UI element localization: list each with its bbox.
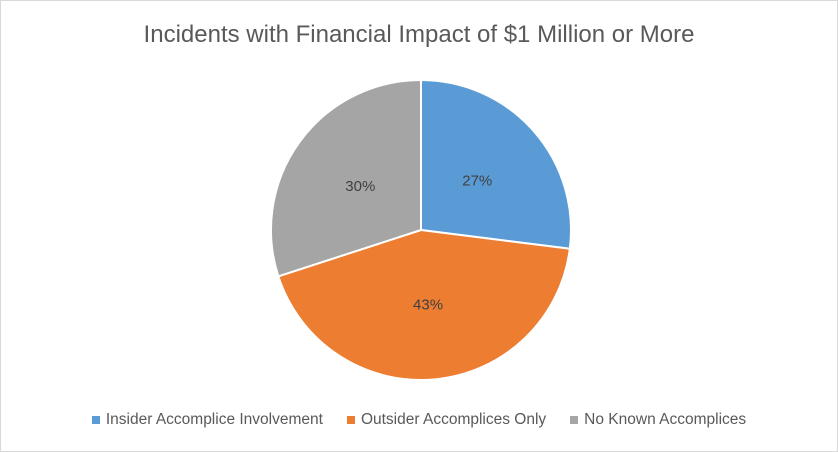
data-label: 27% [462, 172, 492, 189]
legend: Insider Accomplice Involvement Outsider … [1, 411, 837, 429]
data-label: 43% [413, 297, 443, 314]
legend-item-outsider: Outsider Accomplices Only [346, 411, 547, 429]
legend-label: Outsider Accomplices Only [360, 411, 547, 428]
legend-label: Insider Accomplice Involvement [105, 411, 323, 428]
legend-swatch [346, 416, 355, 424]
chart-title: Incidents with Financial Impact of $1 Mi… [143, 21, 695, 48]
legend-swatch [570, 416, 579, 424]
legend-item-insider: Insider Accomplice Involvement [91, 411, 323, 429]
pie-slice [270, 78, 422, 278]
data-label: 30% [345, 178, 375, 195]
legend-label: No Known Accomplices [584, 411, 747, 428]
legend-swatch [91, 416, 100, 424]
pie-slice [277, 228, 571, 381]
pie-slice [420, 78, 572, 250]
legend-item-none: No Known Accomplices [570, 411, 746, 429]
